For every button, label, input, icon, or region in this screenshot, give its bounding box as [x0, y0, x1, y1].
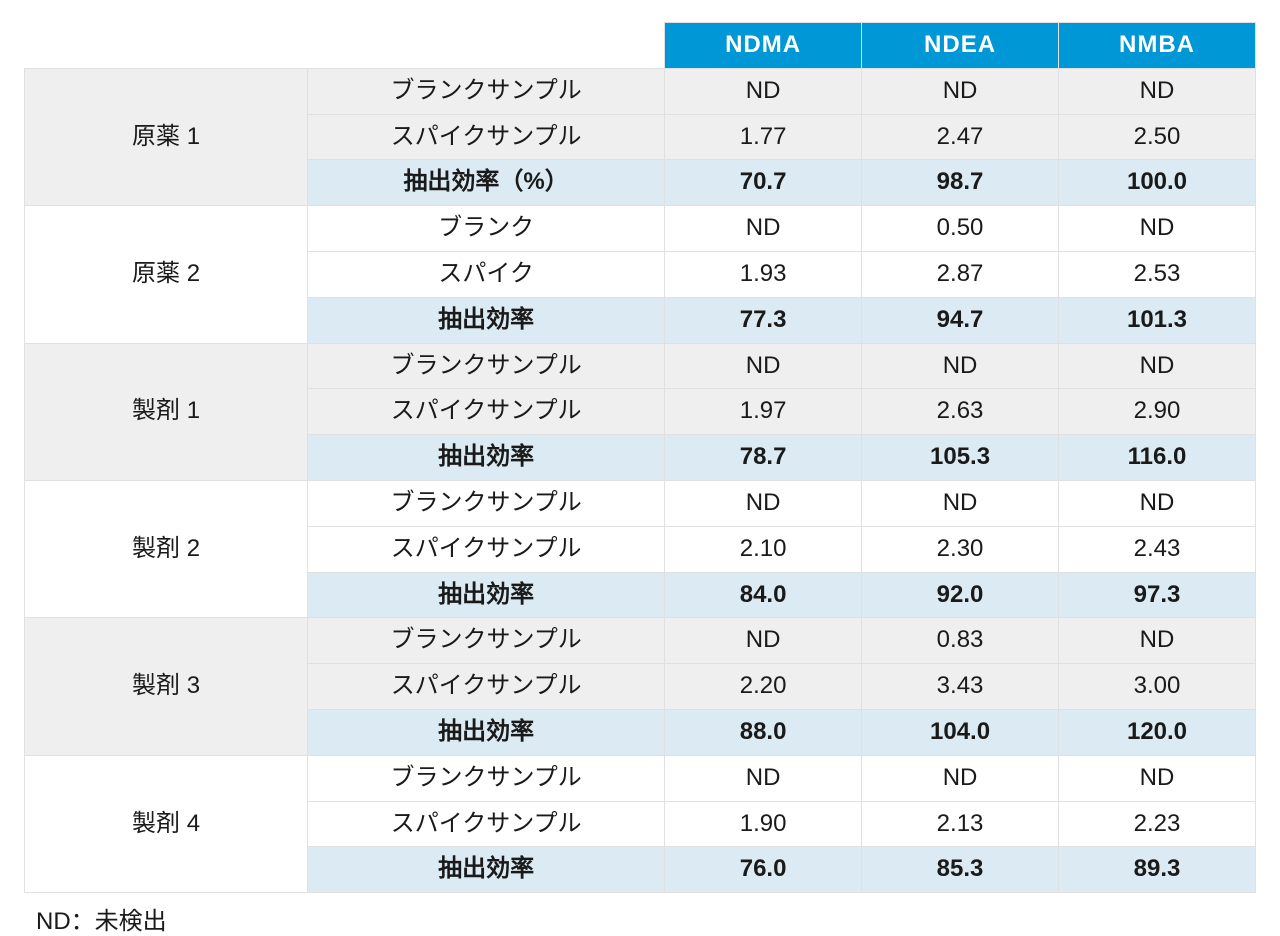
table-cell: 116.0	[1059, 435, 1256, 481]
table-cell: 2.47	[862, 114, 1059, 160]
table-cell: 3.43	[862, 664, 1059, 710]
table-cell: 100.0	[1059, 160, 1256, 206]
sample-row-label: ブランクサンプル	[308, 480, 665, 526]
table-cell: ND	[665, 68, 862, 114]
table-cell: 76.0	[665, 847, 862, 893]
table-cell: ND	[665, 618, 862, 664]
table-row: 製剤 3ブランクサンプルND0.83ND	[25, 618, 1256, 664]
efficiency-row-label: 抽出効率	[308, 709, 665, 755]
table-cell: 1.90	[665, 801, 862, 847]
table-cell: 77.3	[665, 297, 862, 343]
table-cell: ND	[665, 343, 862, 389]
table-cell: 2.87	[862, 251, 1059, 297]
footnote-nd: ND：未検出	[24, 901, 1256, 936]
table-cell: 70.7	[665, 160, 862, 206]
table-row: 製剤 4ブランクサンプルNDNDND	[25, 755, 1256, 801]
sample-row-label: スパイクサンプル	[308, 389, 665, 435]
sample-row-label: スパイクサンプル	[308, 664, 665, 710]
sample-row-label: スパイクサンプル	[308, 526, 665, 572]
efficiency-row-label: 抽出効率	[308, 297, 665, 343]
table-cell: 2.50	[1059, 114, 1256, 160]
table-cell: 2.30	[862, 526, 1059, 572]
extraction-efficiency-table: NDMA NDEA NMBA 原薬 1ブランクサンプルNDNDNDスパイクサンプ…	[24, 22, 1256, 893]
table-cell: 97.3	[1059, 572, 1256, 618]
table-cell: ND	[1059, 755, 1256, 801]
table-cell: 2.13	[862, 801, 1059, 847]
table-cell: 1.93	[665, 251, 862, 297]
efficiency-row-label: 抽出効率（%）	[308, 160, 665, 206]
table-cell: 2.20	[665, 664, 862, 710]
table-cell: ND	[862, 343, 1059, 389]
col-header-ndea: NDEA	[862, 23, 1059, 69]
group-name: 原薬 2	[25, 206, 308, 343]
sample-row-label: ブランクサンプル	[308, 755, 665, 801]
col-header-nmba: NMBA	[1059, 23, 1256, 69]
table-cell: ND	[1059, 206, 1256, 252]
table-cell: 120.0	[1059, 709, 1256, 755]
table-cell: 2.43	[1059, 526, 1256, 572]
table-cell: ND	[1059, 68, 1256, 114]
table-cell: 1.77	[665, 114, 862, 160]
table-cell: 94.7	[862, 297, 1059, 343]
table-cell: ND	[665, 755, 862, 801]
group-name: 製剤 1	[25, 343, 308, 480]
table-row: 原薬 1ブランクサンプルNDNDND	[25, 68, 1256, 114]
table-cell: ND	[1059, 343, 1256, 389]
table-cell: ND	[862, 755, 1059, 801]
table-cell: 2.10	[665, 526, 862, 572]
col-header-ndma: NDMA	[665, 23, 862, 69]
efficiency-row-label: 抽出効率	[308, 435, 665, 481]
table-cell: ND	[862, 68, 1059, 114]
table-cell: 2.53	[1059, 251, 1256, 297]
table-row: 原薬 2ブランクND0.50ND	[25, 206, 1256, 252]
table-cell: 98.7	[862, 160, 1059, 206]
table-cell: 0.83	[862, 618, 1059, 664]
sample-row-label: スパイクサンプル	[308, 114, 665, 160]
table-cell: ND	[665, 206, 862, 252]
table-cell: 85.3	[862, 847, 1059, 893]
table-cell: 105.3	[862, 435, 1059, 481]
sample-row-label: ブランクサンプル	[308, 68, 665, 114]
table-cell: 104.0	[862, 709, 1059, 755]
table-cell: 92.0	[862, 572, 1059, 618]
table-header-row: NDMA NDEA NMBA	[25, 23, 1256, 69]
table-row: 製剤 2ブランクサンプルNDNDND	[25, 480, 1256, 526]
group-name: 製剤 2	[25, 480, 308, 617]
table-cell: 3.00	[1059, 664, 1256, 710]
table-cell: 89.3	[1059, 847, 1256, 893]
table-cell: 84.0	[665, 572, 862, 618]
table-cell: ND	[1059, 480, 1256, 526]
group-name: 製剤 3	[25, 618, 308, 755]
table-cell: 1.97	[665, 389, 862, 435]
efficiency-row-label: 抽出効率	[308, 847, 665, 893]
group-name: 製剤 4	[25, 755, 308, 892]
efficiency-row-label: 抽出効率	[308, 572, 665, 618]
table-cell: ND	[665, 480, 862, 526]
table-cell: 88.0	[665, 709, 862, 755]
table-cell: ND	[862, 480, 1059, 526]
sample-row-label: ブランクサンプル	[308, 618, 665, 664]
table-cell: 2.23	[1059, 801, 1256, 847]
table-cell: ND	[1059, 618, 1256, 664]
sample-row-label: ブランク	[308, 206, 665, 252]
table-cell: 2.63	[862, 389, 1059, 435]
header-blank	[25, 23, 665, 69]
table-cell: 78.7	[665, 435, 862, 481]
sample-row-label: ブランクサンプル	[308, 343, 665, 389]
sample-row-label: スパイクサンプル	[308, 801, 665, 847]
table-cell: 101.3	[1059, 297, 1256, 343]
table-row: 製剤 1ブランクサンプルNDNDND	[25, 343, 1256, 389]
sample-row-label: スパイク	[308, 251, 665, 297]
group-name: 原薬 1	[25, 68, 308, 205]
table-cell: 0.50	[862, 206, 1059, 252]
table-cell: 2.90	[1059, 389, 1256, 435]
